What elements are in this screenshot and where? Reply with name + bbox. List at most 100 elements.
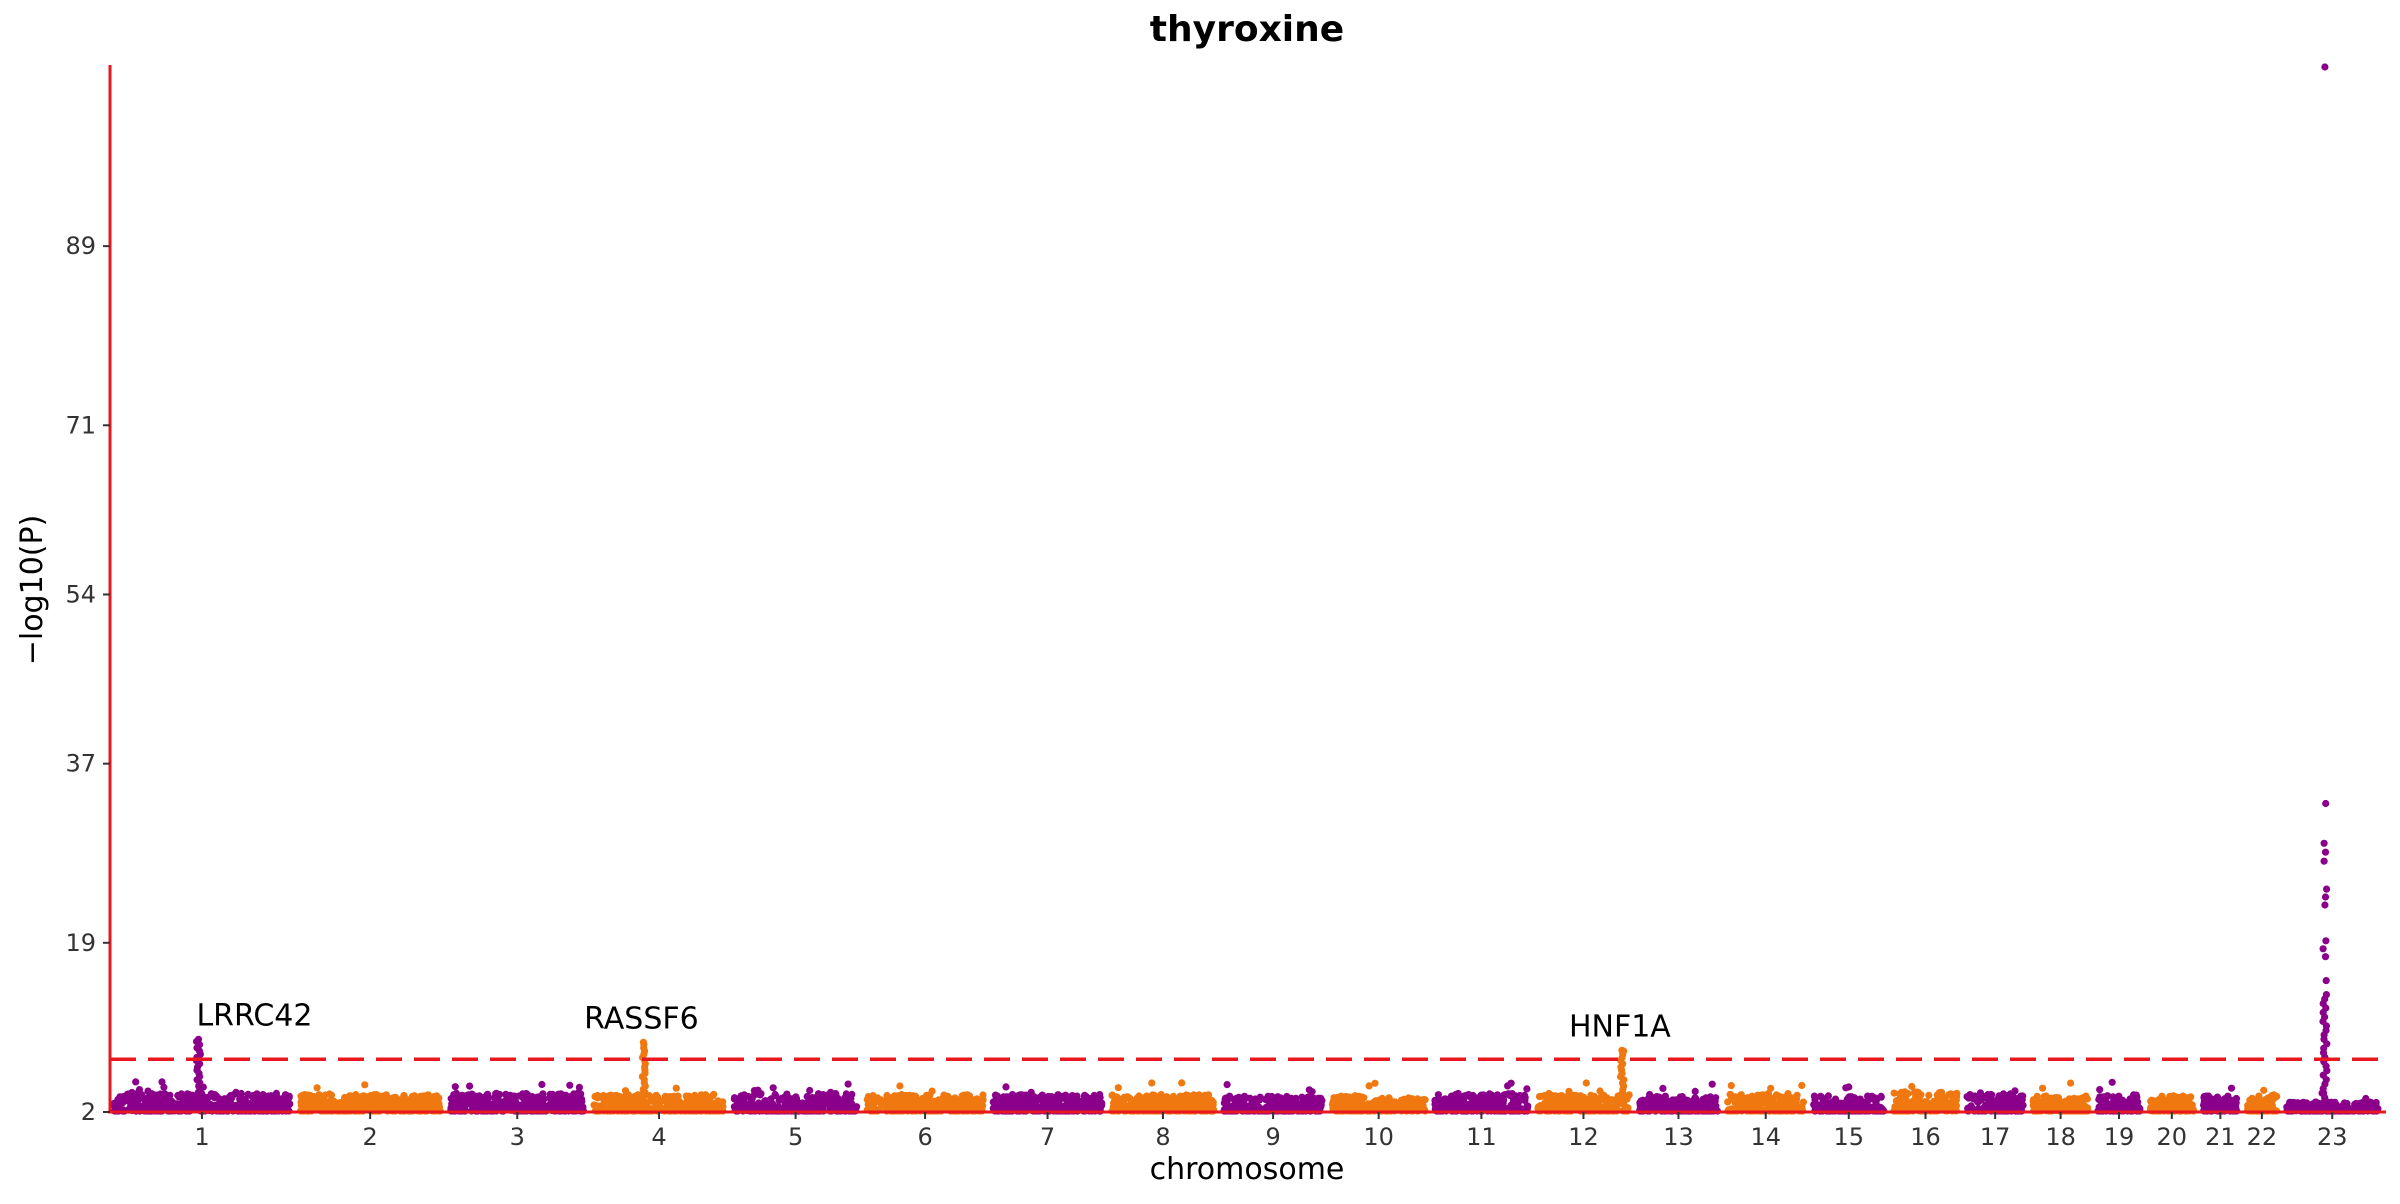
snp-point [2003, 1093, 2011, 1101]
snp-point [155, 1097, 163, 1105]
snp-point [267, 1093, 275, 1101]
snp-point [1842, 1084, 1850, 1092]
snp-point [1831, 1103, 1839, 1111]
snp-point [340, 1095, 349, 1103]
snp-point [313, 1084, 321, 1092]
snp-point [1129, 1097, 1137, 1105]
snp-point [1052, 1093, 1060, 1101]
snp-point [850, 1104, 858, 1112]
snp-point [830, 1101, 838, 1109]
snp-point [1080, 1092, 1088, 1100]
snp-point [332, 1099, 340, 1108]
snp-point [1168, 1101, 1176, 1109]
snp-point [663, 1098, 671, 1106]
snp-point [1778, 1100, 1786, 1108]
snp-point [1872, 1096, 1880, 1104]
snp-point [423, 1093, 431, 1101]
snp-point [652, 1092, 660, 1100]
snp-point [928, 1087, 936, 1095]
snp-point [788, 1102, 796, 1110]
snp-point [1499, 1099, 1507, 1107]
snp-point [1308, 1100, 1316, 1109]
snp-point [2079, 1094, 2087, 1102]
snp-point [612, 1095, 620, 1103]
snp-point [599, 1092, 608, 1100]
snp-point [730, 1103, 739, 1111]
snp-point [740, 1091, 748, 1099]
snp-point [1504, 1090, 1513, 1098]
snp-point [2011, 1087, 2019, 1095]
snp-point [2079, 1102, 2087, 1110]
snp-point [515, 1092, 523, 1100]
snp-point [452, 1099, 460, 1107]
snp-point [575, 1083, 584, 1091]
snp-point [1405, 1094, 1413, 1102]
snp-point [1351, 1092, 1359, 1100]
snp-point [2074, 1099, 2082, 1107]
snp-point [710, 1090, 718, 1098]
snp-point [375, 1093, 383, 1101]
snp-point [258, 1099, 266, 1107]
snp-point [731, 1094, 739, 1102]
snp-point [594, 1094, 602, 1102]
snp-point [1250, 1098, 1258, 1106]
snp-point [466, 1100, 474, 1108]
snp-point [538, 1080, 546, 1089]
snp-point [232, 1088, 240, 1096]
snp-point [1364, 1104, 1372, 1112]
snp-point [1852, 1101, 1860, 1109]
snp-point [1764, 1104, 1772, 1112]
snp-point [305, 1091, 313, 1100]
snp-point [1298, 1093, 1306, 1101]
snp-point [1471, 1097, 1479, 1105]
snp-point [528, 1102, 536, 1110]
snp-point [1354, 1103, 1363, 1112]
snp-point [691, 1091, 699, 1099]
snp-point [1201, 1094, 1209, 1102]
snp-point [308, 1100, 316, 1108]
snp-point [2132, 1092, 2140, 1100]
snp-point [2095, 1095, 2103, 1104]
snp-point [501, 1097, 509, 1105]
snp-point [1365, 1082, 1373, 1090]
snp-point [1661, 1095, 1670, 1103]
snp-point [135, 1086, 144, 1094]
snp-point [635, 1104, 643, 1112]
snp-point [2111, 1094, 2119, 1102]
snp-point [242, 1101, 250, 1109]
snp-point [1965, 1094, 1974, 1102]
snp-point [1015, 1091, 1023, 1099]
snp-point [795, 1102, 803, 1111]
snp-point [1724, 1098, 1732, 1106]
snp-point [160, 1083, 168, 1091]
snp-point [1966, 1103, 1974, 1111]
snp-point [1066, 1099, 1074, 1107]
snp-point [1110, 1099, 1118, 1107]
snp-point [1901, 1088, 1909, 1096]
snp-point [489, 1103, 497, 1111]
snp-point [1485, 1090, 1494, 1098]
snp-point [2121, 1102, 2129, 1111]
snp-point [1058, 1094, 1066, 1102]
snp-point [978, 1098, 986, 1107]
snp-point [923, 1091, 931, 1099]
snp-point [325, 1090, 334, 1098]
snp-point [1188, 1099, 1196, 1108]
snp-point [748, 1095, 756, 1103]
snp-point [944, 1092, 952, 1100]
snp-point [1460, 1099, 1468, 1107]
snp-point [628, 1101, 636, 1109]
snp-point [450, 1091, 458, 1099]
snp-point [1999, 1103, 2007, 1111]
snp-point [844, 1080, 852, 1088]
snp-point [1976, 1089, 1984, 1097]
snp-point [1982, 1101, 1990, 1109]
snp-point [1092, 1103, 1100, 1111]
snp-point [1572, 1091, 1580, 1100]
snp-point [1608, 1096, 1616, 1104]
snp-point [1169, 1092, 1177, 1100]
snp-point [1176, 1092, 1184, 1100]
snp-point [1001, 1094, 1009, 1102]
snp-point [1096, 1091, 1104, 1099]
snp-point [1049, 1100, 1057, 1108]
